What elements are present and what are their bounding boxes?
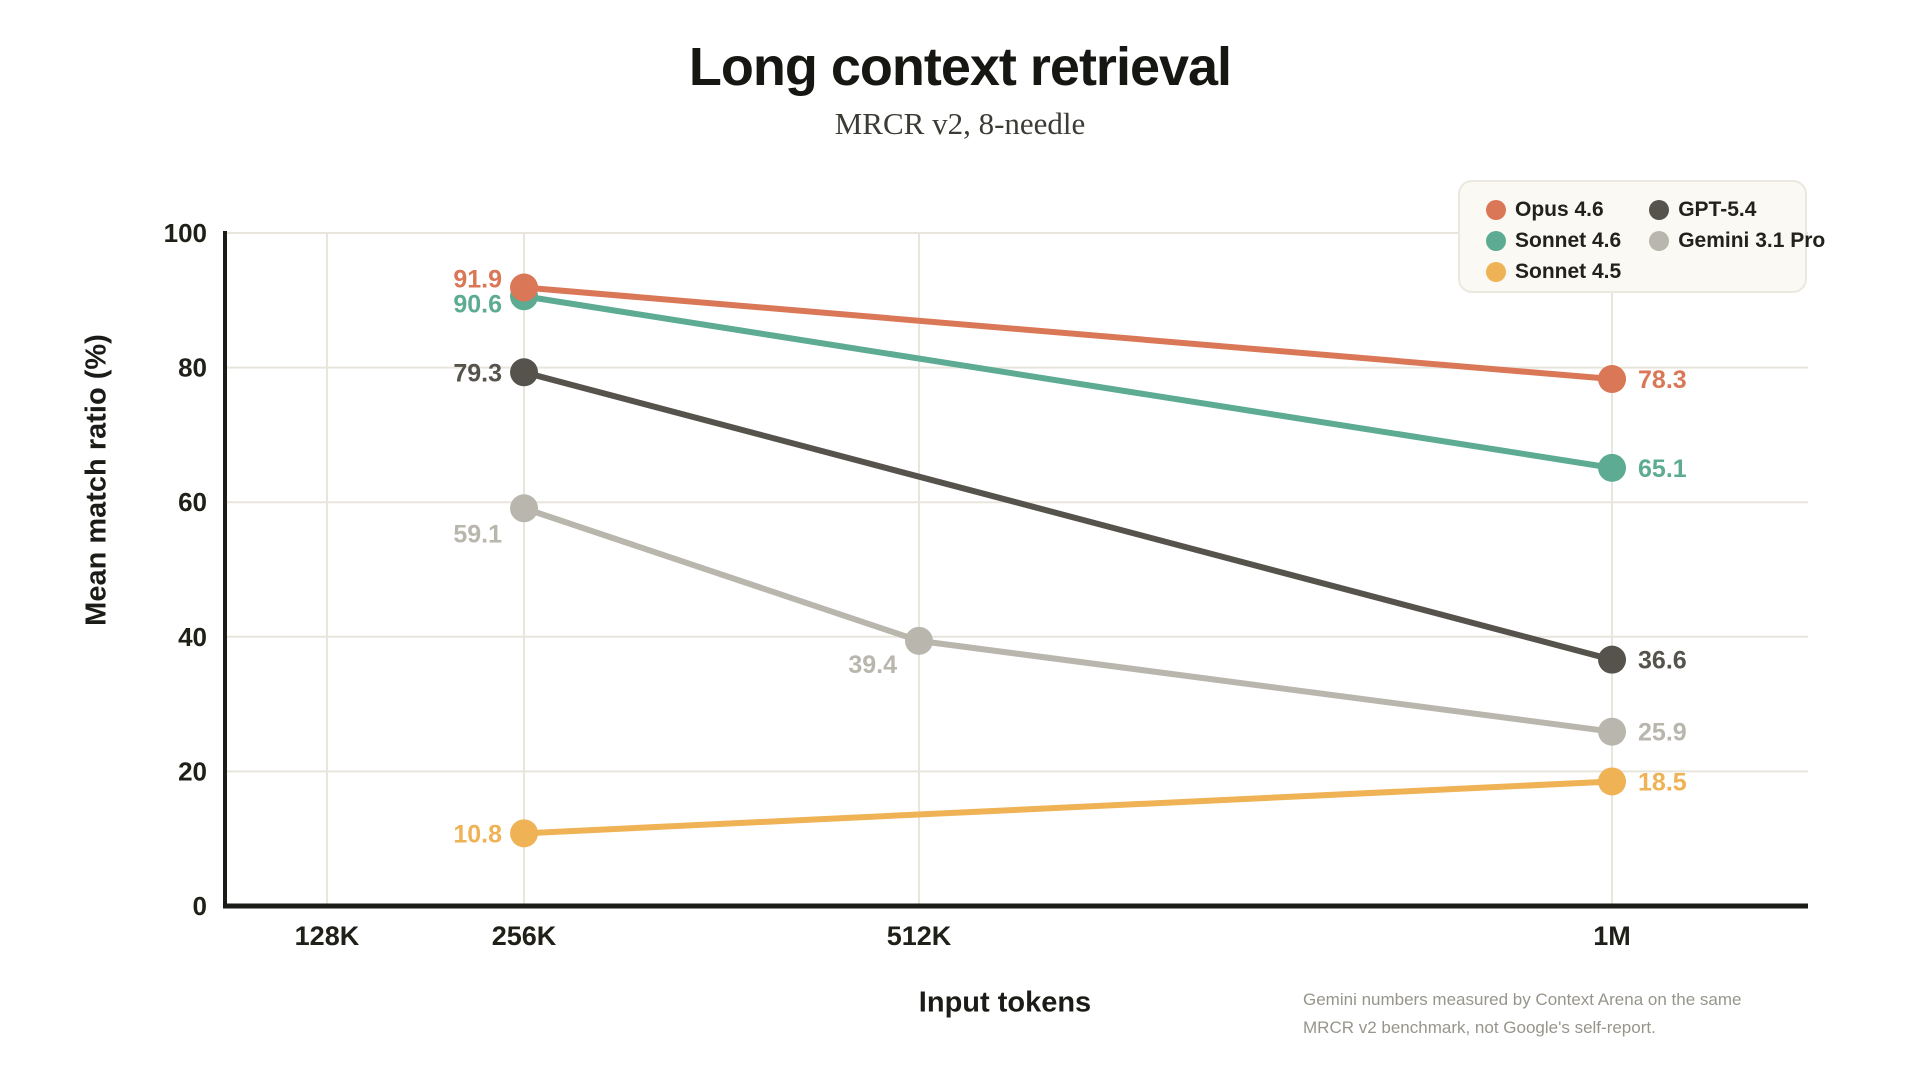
y-tick-label-20: 20 <box>178 756 207 786</box>
chart-title: Long context retrieval <box>688 37 1232 97</box>
line-opus-4.6 <box>521 284 1616 383</box>
point-sonnet-4.5-256K <box>510 819 539 848</box>
legend-item-sonnet-4.5: Sonnet 4.5 <box>1486 260 1621 284</box>
legend-label-sonnet-4.6: Sonnet 4.6 <box>1515 228 1622 252</box>
value-label-opus-4.6-1M: 78.3 <box>1638 366 1687 394</box>
value-label-sonnet-4.5-1M: 18.5 <box>1638 768 1687 796</box>
legend-label-sonnet-4.5: Sonnet 4.5 <box>1515 259 1622 283</box>
value-label-gemini-3.1-pro-512K: 39.4 <box>848 651 897 679</box>
y-tick-label-40: 40 <box>178 622 207 652</box>
line-sonnet-4.5 <box>521 778 1616 837</box>
legend-item-gemini-3.1-pro: Gemini 3.1 Pro <box>1649 229 1825 253</box>
legend-swatch-sonnet-4.6 <box>1486 230 1506 251</box>
value-label-sonnet-4.6-1M: 65.1 <box>1638 455 1687 483</box>
chart-subtitle: MRCR v2, 8-needle <box>834 106 1086 141</box>
y-tick-label-80: 80 <box>178 353 207 383</box>
footnote: Gemini numbers measured by Context Arena… <box>1303 990 1742 1037</box>
value-label-sonnet-4.6-256K: 90.6 <box>453 290 502 318</box>
x-tick-label-128K: 128K <box>295 921 360 951</box>
value-label-gpt-5.4-256K: 79.3 <box>453 359 502 387</box>
point-opus-4.6-1M <box>1598 365 1627 394</box>
point-opus-4.6-256K <box>510 273 539 302</box>
point-sonnet-4.6-1M <box>1598 453 1627 482</box>
legend-item-opus-4.6: Opus 4.6 <box>1486 198 1621 222</box>
y-tick-label-0: 0 <box>193 891 207 921</box>
value-label-gemini-3.1-pro-1M: 25.9 <box>1638 719 1687 747</box>
x-tick-label-1M: 1M <box>1593 921 1631 951</box>
legend-item-sonnet-4.6: Sonnet 4.6 <box>1486 229 1621 253</box>
legend-swatch-gemini-3.1-pro <box>1649 230 1670 251</box>
x-tick-label-256K: 256K <box>492 921 557 951</box>
legend-swatch-gpt-5.4 <box>1649 199 1670 220</box>
point-sonnet-4.5-1M <box>1598 767 1627 796</box>
y-tick-label-60: 60 <box>178 487 207 517</box>
x-axis-title: Input tokens <box>918 986 1092 1019</box>
line-gemini-3.1-pro <box>521 505 1616 735</box>
point-gpt-5.4-1M <box>1598 645 1627 674</box>
point-gpt-5.4-256K <box>510 358 539 387</box>
x-tick-label-512K: 512K <box>887 921 952 951</box>
point-gemini-3.1-pro-1M <box>1598 717 1627 746</box>
legend-swatch-opus-4.6 <box>1486 199 1506 220</box>
value-label-gpt-5.4-1M: 36.6 <box>1638 647 1687 675</box>
legend-label-gemini-3.1-pro: Gemini 3.1 Pro <box>1678 228 1826 252</box>
line-gpt-5.4 <box>521 369 1616 663</box>
value-label-opus-4.6-256K: 91.9 <box>453 266 502 294</box>
y-tick-label-100: 100 <box>164 218 207 248</box>
point-gemini-3.1-pro-512K <box>904 626 933 655</box>
line-sonnet-4.6 <box>521 293 1616 471</box>
legend: Opus 4.6 Sonnet 4.6 Sonnet 4.5 GPT-5.4 Gemin… <box>1458 180 1825 293</box>
legend-label-gpt-5.4: GPT-5.4 <box>1678 197 1757 221</box>
legend-swatch-sonnet-4.5 <box>1486 261 1506 282</box>
point-gemini-3.1-pro-256K <box>510 494 539 523</box>
value-label-sonnet-4.5-256K: 10.8 <box>453 820 502 848</box>
legend-label-opus-4.6: Opus 4.6 <box>1515 197 1604 221</box>
legend-item-gpt-5.4: GPT-5.4 <box>1649 198 1825 222</box>
value-label-gemini-3.1-pro-256K: 59.1 <box>453 520 502 548</box>
